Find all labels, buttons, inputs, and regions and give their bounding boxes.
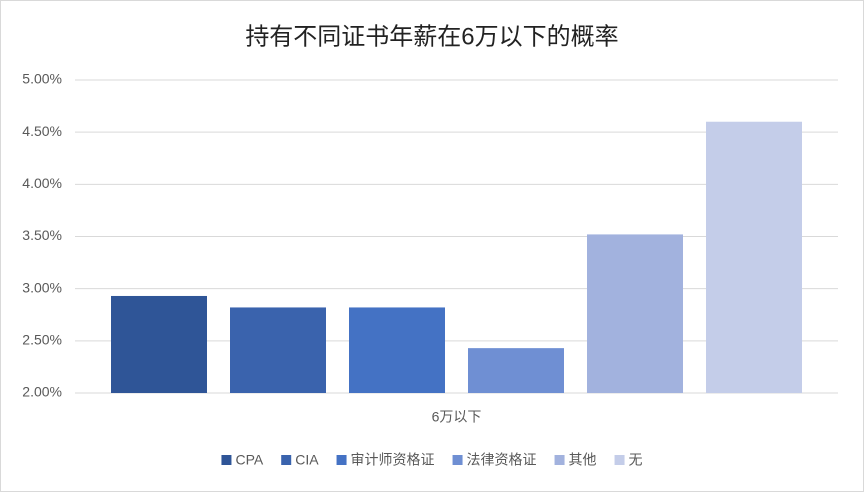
- legend-label: CPA: [235, 452, 263, 468]
- y-tick-label: 3.00%: [22, 279, 62, 295]
- legend-swatch: [221, 455, 232, 465]
- bar: [349, 307, 445, 393]
- y-tick-label: 2.00%: [22, 384, 62, 400]
- bar: [468, 348, 564, 393]
- legend-label: 法律资格证: [467, 452, 537, 468]
- legend-swatch: [554, 455, 565, 465]
- legend-swatch: [336, 455, 347, 465]
- chart-title: 持有不同证书年薪在6万以下的概率: [245, 23, 618, 50]
- y-tick-label: 4.50%: [22, 123, 62, 139]
- legend-label: CIA: [295, 452, 319, 468]
- legend-label: 其他: [569, 452, 597, 468]
- legend-swatch: [281, 455, 292, 465]
- bar: [111, 295, 207, 393]
- bar: [230, 307, 326, 393]
- y-tick-label: 3.50%: [22, 227, 62, 243]
- legend-label: 审计师资格证: [351, 452, 435, 468]
- y-tick-label: 5.00%: [22, 71, 62, 87]
- bar: [706, 121, 802, 393]
- legend-swatch: [614, 455, 625, 465]
- y-tick-label: 2.50%: [22, 332, 62, 348]
- y-tick-label: 4.00%: [22, 175, 62, 191]
- legend: CPA CIA 审计师资格证 法律资格证 其他 无: [221, 452, 643, 468]
- legend-label: 无: [629, 452, 643, 468]
- x-tick-label: 6万以下: [432, 409, 482, 425]
- legend-swatch: [452, 455, 463, 465]
- bar: [587, 234, 683, 393]
